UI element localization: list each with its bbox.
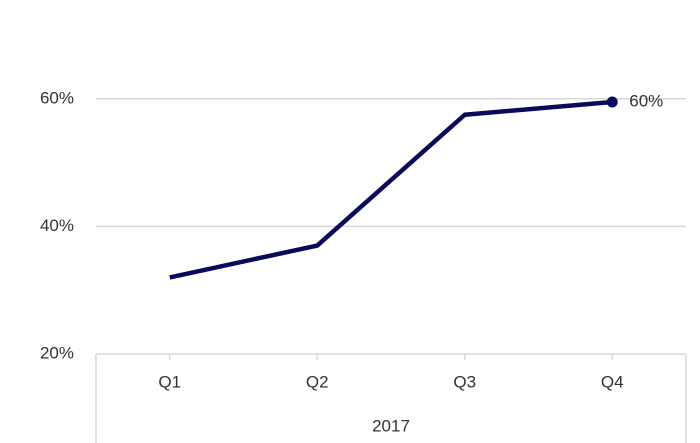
data-label: 60%	[629, 91, 663, 110]
x-tick-label: Q1	[158, 372, 181, 391]
y-tick-label: 60%	[40, 88, 74, 107]
x-tick-label: Q3	[453, 372, 476, 391]
line-series	[169, 99, 613, 280]
point-marker	[606, 96, 618, 108]
x-tick-label: Q2	[306, 372, 329, 391]
y-tick-label: 20%	[40, 343, 74, 362]
x-tick-label: Q4	[601, 372, 624, 391]
y-tick-label: 40%	[40, 216, 74, 235]
x-group-label: 2017	[372, 416, 410, 435]
